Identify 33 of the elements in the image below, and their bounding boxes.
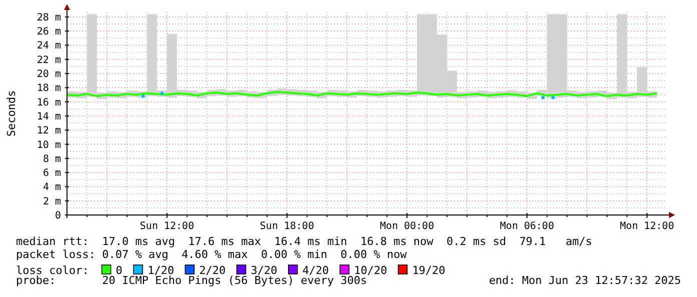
y-tick-label: 16 m [36,97,61,108]
x-tick-label: Sun 18:00 [260,221,314,232]
x-tick-label: Sun 12:00 [140,221,194,232]
text: probe: 20 ICMP Echo Pings (56 Bytes) every 300s [16,274,367,287]
y-tick-label: 12 m [36,126,61,137]
y-tick-label: 10 m [36,140,61,151]
y-tick-label: 2 m [42,196,61,208]
text: end: Mon Jun 23 12:57:32 2025 [488,274,681,287]
y-tick-label: 14 m [36,111,61,122]
legend-label: 0 [116,264,122,277]
x-tick-label: Mon 06:00 [500,221,554,232]
y-axis-title: Seconds [5,90,18,137]
y-tick-label: 20 m [36,69,61,80]
y-tick-label: 26 m [36,26,61,38]
y-tick-label: 28 m [36,12,61,24]
legend-label: 4/20 [302,264,329,277]
x-tick-label: Mon 00:00 [380,221,434,232]
legend-label: 10/20 [354,264,388,277]
text: packet loss: 0.07 % avg 4.60 % max 0.00 % min 0.00 % now [16,248,408,261]
legend-title: loss color: [16,264,89,277]
y-tick-label: 22 m [36,54,61,66]
legend-label: 1/20 [148,264,174,277]
y-tick-label: 18 m [36,83,61,94]
y-tick-label: 6 m [42,168,61,180]
x-tick-label: Mon 12:00 [620,221,674,232]
y-tick-label: 4 m [42,182,61,194]
legend-label: 2/20 [199,264,226,277]
y-tick-label: 0 [54,210,61,222]
legend-label: 3/20 [250,264,278,277]
y-tick-label: 24 m [36,40,61,52]
legend-label: 19/20 [412,264,446,277]
text: median rtt: 17.0 ms avg 17.6 ms max 16.4 ms min 16.8 ms now 0.2 ms sd 79.1 am/s [16,235,592,248]
y-tick-label: 8 m [42,154,61,165]
